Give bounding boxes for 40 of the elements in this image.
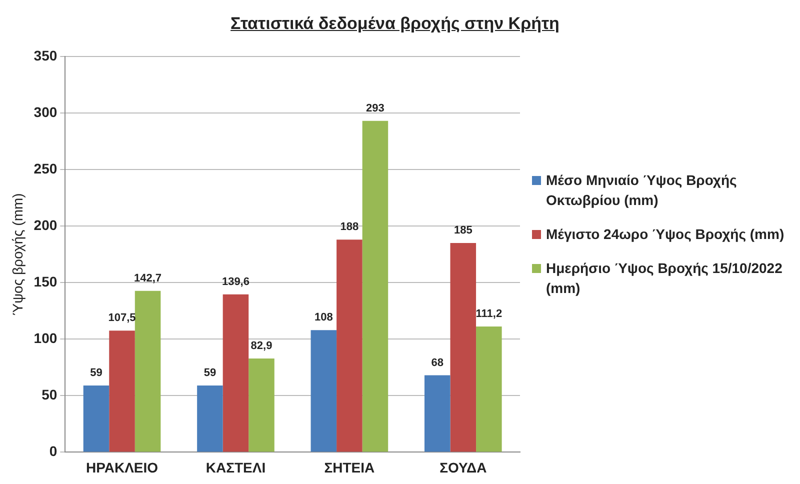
bar [450, 242, 476, 452]
y-tick-label: 200 [34, 216, 58, 233]
x-tick-label: ΣΗΤΕΙΑ [324, 459, 375, 476]
data-label: 59 [204, 367, 216, 380]
data-label: 185 [454, 224, 472, 237]
x-tick-label: ΚΑΣΤΕΛΙ [206, 459, 266, 476]
x-tick-label: ΣΟΥΔΑ [440, 459, 487, 476]
bar [197, 385, 223, 452]
bar [222, 294, 249, 452]
bar [336, 240, 362, 452]
data-label: 142,7 [134, 272, 162, 284]
bar [109, 330, 135, 452]
y-tick-label: 300 [34, 104, 58, 120]
bar [310, 330, 337, 452]
data-label: 188 [340, 221, 359, 234]
legend-label: Μέγιστο 24ωρο Ύψος Βροχής (mm) [546, 225, 784, 244]
y-tick-label: 250 [34, 160, 58, 176]
bar [476, 326, 502, 452]
y-tick-label: 150 [34, 273, 58, 290]
bar [424, 375, 450, 452]
y-tick-label: 50 [42, 386, 58, 403]
data-label: 293 [366, 102, 384, 114]
data-label: 108 [314, 312, 333, 324]
y-tick-label: 0 [49, 443, 58, 460]
bar [362, 120, 388, 452]
data-label: 82,9 [250, 340, 272, 352]
bar [83, 385, 110, 452]
chart-title: Στατιστικά δεδομένα βροχής στην Κρήτη [230, 14, 560, 34]
legend-label: Ημερήσιο Ύψος Βροχής 15/10/2022 (mm) [546, 259, 784, 298]
data-label: 68 [431, 356, 444, 369]
legend-label: Μέσο Μηνιαίο Ύψος Βροχής Οκτωβρίου (mm) [546, 171, 738, 210]
y-tick-label: 350 [34, 47, 58, 64]
x-tick-label: ΗΡΑΚΛΕΙΟ [86, 459, 158, 476]
data-label: 111,2 [476, 308, 502, 320]
y-axis-title: Ύψος βροχής (mm) [9, 193, 26, 316]
bar [248, 358, 274, 452]
y-tick-label: 100 [34, 330, 58, 346]
bar [134, 290, 161, 452]
data-label: 139,6 [222, 276, 250, 288]
data-label: 59 [90, 367, 102, 380]
